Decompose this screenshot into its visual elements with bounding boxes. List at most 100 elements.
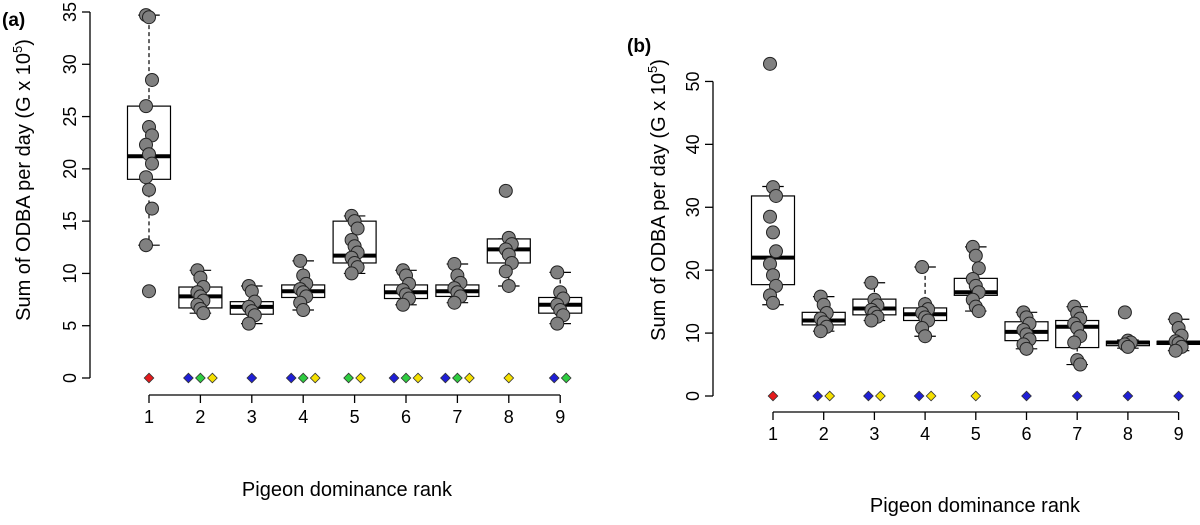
box-group-rank-3: [852, 275, 897, 328]
marker-diamond-green: [400, 372, 412, 384]
box-group-rank-7: [1055, 299, 1100, 372]
box-group-rank-6: [383, 263, 429, 312]
marker-diamond-yellow: [464, 372, 475, 384]
y-tick-label: 25: [60, 107, 80, 127]
box-group-rank-2: [801, 289, 846, 339]
x-tick-label: 4: [298, 407, 308, 427]
marker-diamond-green: [452, 372, 463, 384]
data-point: [769, 188, 783, 203]
y-tick-label: 15: [60, 211, 80, 231]
marker-diamond-yellow: [824, 390, 836, 402]
box-group-rank-3: [229, 278, 274, 331]
y-tick-label: 10: [683, 323, 703, 343]
marker-diamond-blue: [1021, 390, 1032, 402]
marker-diamond-blue: [548, 372, 560, 384]
x-tick-label: 5: [350, 407, 360, 427]
data-point: [968, 248, 983, 263]
data-point: [766, 295, 780, 310]
data-point: [1120, 339, 1135, 354]
x-tick-label: 2: [819, 424, 829, 444]
marker-diamond-green: [297, 372, 309, 384]
y-tick-label: 30: [60, 54, 80, 74]
plot-area: 0 10 20 30 40 50 1 2 3 4 5 6 7 8 9: [683, 56, 1200, 444]
marker-diamond-blue: [285, 372, 297, 384]
data-point: [763, 56, 777, 71]
data-point: [763, 209, 777, 224]
marker-diamond-blue: [863, 390, 874, 402]
data-point: [918, 329, 933, 344]
x-tick-label: 8: [1123, 424, 1133, 444]
marker-diamond-blue: [1122, 390, 1134, 402]
panel-b: (b) Sum of ODBA per day (G x 105) Pigeon…: [627, 36, 1200, 517]
marker-diamond-red: [767, 390, 779, 402]
data-point: [498, 183, 513, 198]
data-point: [139, 99, 153, 114]
plot-area: 0 5 10 15 20 25 30 35 1 2 3 4 5 6 7 8 9: [60, 2, 583, 427]
x-tick-label: 7: [452, 407, 462, 427]
data-point: [142, 10, 156, 25]
marker-diamond-yellow: [207, 372, 218, 384]
data-point: [1067, 335, 1082, 350]
data-point: [145, 72, 159, 87]
x-tick-label: 5: [971, 424, 981, 444]
y-axis-label: Sum of ODBA per day (G x 105): [10, 39, 35, 321]
data-point: [447, 295, 462, 310]
y-tick-label: 20: [60, 159, 80, 179]
box-group-rank-8: [486, 183, 531, 293]
data-point: [196, 306, 211, 321]
data-point: [501, 278, 516, 293]
data-point: [344, 266, 359, 281]
x-tick-label: 4: [920, 424, 930, 444]
marker-diamond-blue: [388, 372, 400, 384]
data-point: [139, 170, 153, 185]
marker-diamond-yellow: [925, 390, 937, 402]
marker-diamond-yellow: [503, 372, 515, 384]
x-tick-label: 9: [555, 407, 565, 427]
x-axis-label: Pigeon dominance rank: [242, 479, 453, 501]
box-group-rank-9: [538, 265, 583, 331]
x-tick-label: 9: [1174, 424, 1184, 444]
x-tick-label: 6: [401, 407, 411, 427]
data-point: [142, 284, 156, 299]
data-point: [142, 182, 156, 197]
data-point: [296, 303, 311, 318]
box-group-rank-8: [1105, 305, 1151, 354]
box-group-rank-7: [435, 257, 480, 310]
box-group-rank-1: [126, 8, 172, 299]
box-group-rank-2: [178, 263, 223, 321]
data-point: [550, 265, 565, 280]
y-tick-label: 5: [60, 321, 80, 331]
x-tick-label: 3: [247, 407, 257, 427]
data-point: [241, 316, 256, 331]
data-point: [915, 260, 930, 275]
x-tick-label: 6: [1021, 424, 1031, 444]
marker-diamond-blue: [183, 372, 194, 384]
marker-diamond-blue: [1071, 390, 1083, 402]
y-axis-label: Sum of ODBA per day (G x 105): [645, 59, 670, 341]
data-point: [971, 261, 986, 276]
y-tick-label: 0: [683, 391, 703, 401]
marker-diamond-blue: [913, 390, 925, 402]
x-tick-label: 3: [869, 424, 879, 444]
data-point: [145, 201, 159, 216]
box-group-rank-1: [750, 56, 796, 310]
y-tick-label: 30: [683, 197, 703, 217]
box-group-rank-9: [1156, 312, 1200, 358]
data-point: [293, 253, 308, 268]
y-tick-label: 10: [60, 263, 80, 283]
marker-diamond-blue: [1173, 390, 1184, 402]
box-group-rank-4: [902, 260, 948, 344]
box-group-rank-5: [332, 208, 377, 281]
marker-diamond-blue: [440, 372, 451, 384]
box-group-rank-5: [953, 239, 998, 319]
marker-diamond-green: [343, 372, 354, 384]
marker-diamond-yellow: [355, 372, 366, 384]
data-point: [396, 297, 410, 312]
x-tick-label: 1: [144, 407, 154, 427]
panel-label: (b): [627, 36, 651, 57]
marker-diamond-yellow: [309, 372, 321, 384]
marker-diamond-yellow: [875, 390, 886, 402]
box-group-rank-4: [281, 253, 326, 318]
data-point: [1117, 305, 1132, 320]
data-point: [766, 225, 780, 240]
